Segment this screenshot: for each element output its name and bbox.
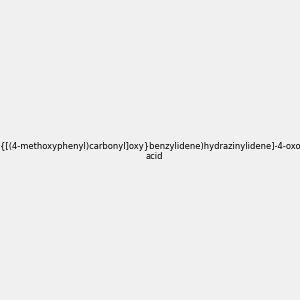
Text: {(2E)-2-[(2E)-(5-bromo-2-{[(4-methoxyphenyl)carbonyl]oxy}benzylidene)hydrazinyli: {(2E)-2-[(2E)-(5-bromo-2-{[(4-methoxyphe… <box>0 142 300 161</box>
